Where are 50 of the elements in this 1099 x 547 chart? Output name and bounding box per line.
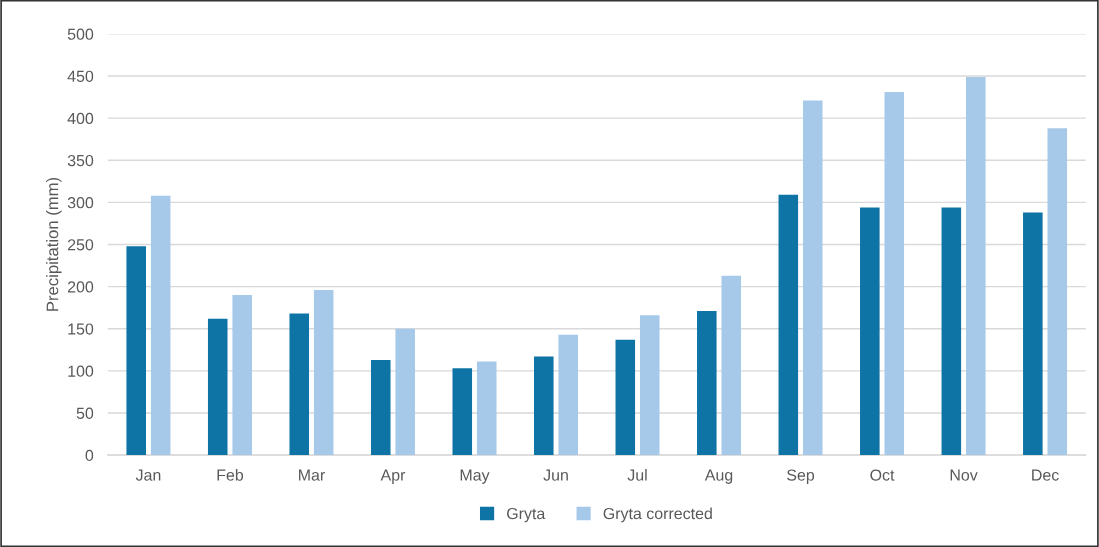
x-tick-label: Feb — [217, 468, 244, 481]
y-tick-label: 300 — [67, 197, 94, 209]
x-tick-label: Jun — [543, 469, 568, 481]
y-tick-label: 450 — [67, 70, 94, 82]
bar — [232, 295, 252, 456]
bar — [778, 194, 799, 456]
legend-label: Gryta — [507, 507, 546, 523]
y-tick-label: 0 — [85, 449, 94, 462]
x-tick-label: May — [460, 469, 490, 484]
bar — [1047, 128, 1068, 456]
bar — [395, 328, 415, 456]
x-tick-label: Nov — [950, 469, 978, 481]
bar — [476, 361, 497, 456]
bar — [313, 290, 334, 456]
bar — [639, 315, 660, 456]
y-tick-label: 500 — [67, 28, 94, 40]
y-axis-title: Precipitation (mm) — [46, 177, 62, 311]
x-tick-label: Jul — [627, 468, 647, 481]
bar — [802, 100, 823, 456]
bar — [941, 207, 962, 456]
x-tick-label: Apr — [380, 469, 406, 484]
bar — [150, 195, 171, 456]
bar — [615, 339, 636, 456]
bar — [884, 92, 905, 456]
x-tick-label: Sep — [787, 469, 815, 484]
bar — [370, 359, 391, 456]
y-tick-label: 150 — [68, 323, 94, 335]
bar — [1023, 212, 1043, 456]
bar — [126, 246, 147, 456]
bar — [289, 313, 310, 456]
y-tick-label: 100 — [68, 365, 94, 377]
y-tick-label: 50 — [76, 407, 94, 419]
y-tick-label: 200 — [67, 281, 94, 293]
x-tick-label: Jan — [135, 469, 161, 481]
bar — [207, 318, 228, 456]
bar — [558, 334, 579, 456]
x-tick-label: Dec — [1032, 469, 1059, 481]
bar — [860, 207, 880, 456]
bar — [965, 76, 986, 456]
x-tick-label: Mar — [299, 469, 325, 481]
bar — [697, 311, 717, 456]
x-tick-label: Oct — [870, 469, 895, 481]
legend-label: Gryta corrected — [603, 507, 712, 523]
bar — [721, 275, 742, 456]
y-tick-label: 350 — [67, 154, 94, 167]
bar — [452, 368, 473, 456]
bar — [533, 356, 554, 456]
y-tick-label: 400 — [67, 112, 94, 125]
y-tick-label: 250 — [67, 239, 94, 251]
x-tick-label: Aug — [704, 469, 733, 484]
